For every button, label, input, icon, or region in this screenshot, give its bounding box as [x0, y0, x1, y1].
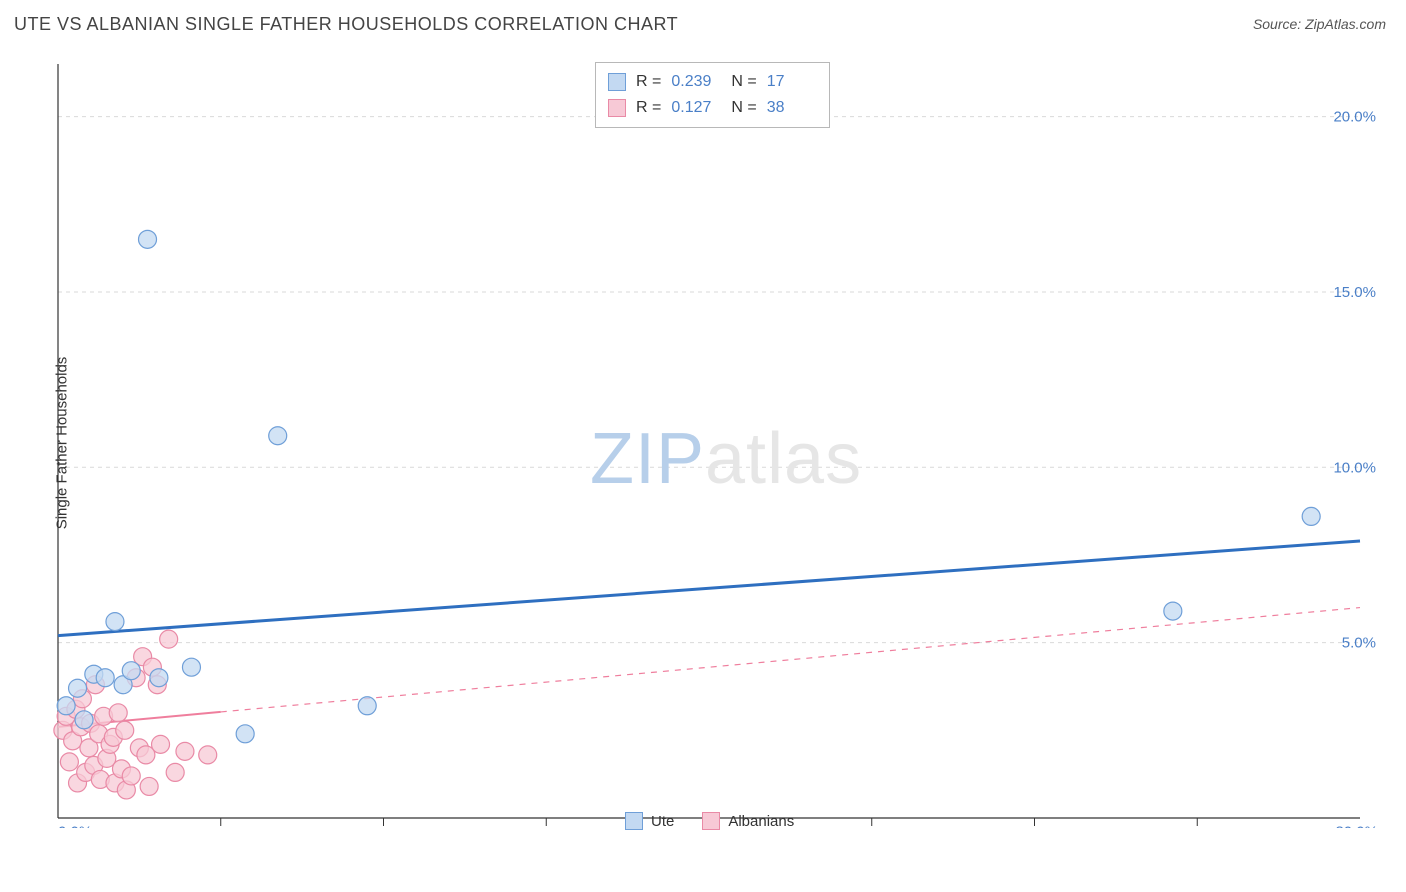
n-value: 17 — [767, 69, 817, 95]
data-point-ute — [182, 658, 200, 676]
legend-item: Ute — [625, 812, 674, 830]
data-point-ute — [150, 669, 168, 687]
n-label: N = — [731, 95, 756, 121]
y-tick-label: 10.0% — [1333, 459, 1376, 476]
legend-swatch — [625, 812, 643, 830]
trend-line-ute — [58, 541, 1360, 636]
x-min-label: 0.0% — [58, 823, 92, 828]
data-point-ute — [75, 711, 93, 729]
n-label: N = — [731, 69, 756, 95]
r-value: 0.127 — [671, 95, 721, 121]
legend-label: Ute — [651, 813, 674, 830]
series-legend: Ute Albanians — [625, 812, 794, 830]
y-tick-label: 15.0% — [1333, 284, 1376, 301]
legend-swatch — [702, 812, 720, 830]
data-point-albanians — [116, 721, 134, 739]
legend-swatch — [608, 99, 626, 117]
n-value: 38 — [767, 95, 817, 121]
stats-legend-box: R = 0.239 N = 17 R = 0.127 N = 38 — [595, 62, 830, 128]
data-point-ute — [122, 662, 140, 680]
legend-item: Albanians — [702, 812, 794, 830]
data-point-albanians — [140, 777, 158, 795]
data-point-ute — [139, 230, 157, 248]
y-tick-label: 20.0% — [1333, 109, 1376, 126]
data-point-albanians — [160, 630, 178, 648]
trend-extrapolated-albanians — [221, 608, 1360, 712]
x-max-label: 80.0% — [1335, 823, 1378, 828]
y-tick-label: 5.0% — [1342, 635, 1376, 652]
data-point-ute — [1302, 507, 1320, 525]
data-point-ute — [358, 697, 376, 715]
stats-row: R = 0.127 N = 38 — [608, 95, 817, 121]
data-point-albanians — [109, 704, 127, 722]
source-prefix: Source: — [1253, 16, 1305, 32]
y-axis-label: Single Father Households — [54, 357, 71, 530]
data-point-ute — [57, 697, 75, 715]
chart-header: UTE VS ALBANIAN SINGLE FATHER HOUSEHOLDS… — [0, 0, 1406, 48]
chart-source: Source: ZipAtlas.com — [1253, 16, 1386, 32]
data-point-albanians — [176, 742, 194, 760]
stats-row: R = 0.239 N = 17 — [608, 69, 817, 95]
chart-plot: Single Father Households ZIPatlas 5.0%10… — [50, 58, 1380, 828]
legend-label: Albanians — [728, 813, 794, 830]
data-point-albanians — [122, 767, 140, 785]
data-point-albanians — [60, 753, 78, 771]
r-label: R = — [636, 95, 661, 121]
data-point-ute — [69, 679, 87, 697]
data-point-ute — [236, 725, 254, 743]
chart-title: UTE VS ALBANIAN SINGLE FATHER HOUSEHOLDS… — [14, 14, 678, 35]
data-point-ute — [96, 669, 114, 687]
data-point-albanians — [166, 763, 184, 781]
data-point-ute — [1164, 602, 1182, 620]
data-point-albanians — [199, 746, 217, 764]
data-point-ute — [106, 613, 124, 631]
legend-swatch — [608, 73, 626, 91]
r-value: 0.239 — [671, 69, 721, 95]
data-point-albanians — [152, 735, 170, 753]
chart-svg: 5.0% 10.0% 15.0% 20.0% 0.0% 80.0% — [50, 58, 1380, 828]
source-name: ZipAtlas.com — [1305, 16, 1386, 32]
data-point-ute — [269, 427, 287, 445]
r-label: R = — [636, 69, 661, 95]
